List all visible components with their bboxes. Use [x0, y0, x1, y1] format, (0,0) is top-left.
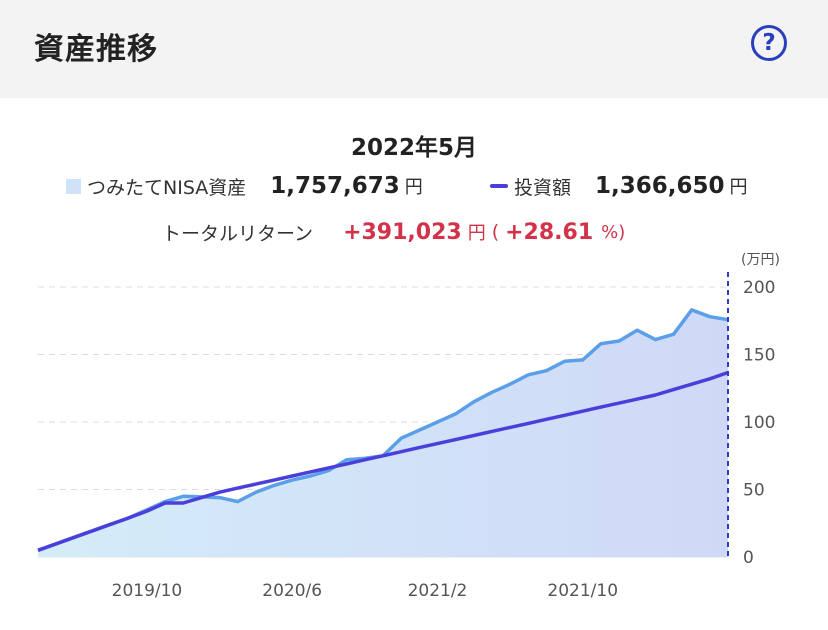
total-return: トータルリターン +391,023 円 ( +28.61 %): [162, 216, 631, 248]
return-paren: (: [491, 221, 500, 243]
asset-swatch-icon: [66, 178, 81, 194]
legend-asset: つみたてNISA資産 1,757,673 円: [66, 170, 423, 202]
legend-invest: 投資額 1,366,650 円: [490, 170, 748, 202]
asset-area: [38, 309, 728, 557]
return-pct: +28.61: [505, 219, 594, 245]
return-unit: 円: [467, 223, 486, 244]
y-axis-unit: (万円): [741, 252, 780, 268]
asset-label: つみたてNISA資産: [87, 176, 247, 199]
invest-value: 1,366,650: [595, 173, 725, 199]
y-tick-label: 100: [743, 413, 775, 433]
y-tick-label: 0: [743, 548, 754, 568]
y-tick-label: 200: [743, 278, 775, 298]
x-tick-label: 2019/10: [112, 581, 183, 601]
x-tick-label: 2020/6: [262, 581, 322, 601]
y-tick-label: 50: [743, 481, 765, 501]
help-icon[interactable]: ?: [751, 25, 787, 61]
header: 資産推移 ?: [0, 0, 828, 98]
page-title: 資産推移: [34, 32, 158, 67]
return-label: トータルリターン: [162, 222, 314, 245]
return-pct-unit: %): [601, 221, 626, 243]
invest-swatch-icon: [490, 184, 508, 188]
invest-unit: 円: [729, 177, 748, 198]
return-value: +391,023: [343, 219, 462, 245]
chart-date: 2022年5月: [350, 135, 478, 161]
x-tick-label: 2021/2: [408, 581, 468, 601]
invest-label: 投資額: [514, 176, 572, 199]
x-tick-label: 2021/10: [547, 581, 618, 601]
asset-unit: 円: [404, 177, 423, 198]
asset-value: 1,757,673: [270, 173, 400, 199]
invest-line: [37, 370, 729, 552]
y-tick-label: 150: [743, 346, 775, 366]
